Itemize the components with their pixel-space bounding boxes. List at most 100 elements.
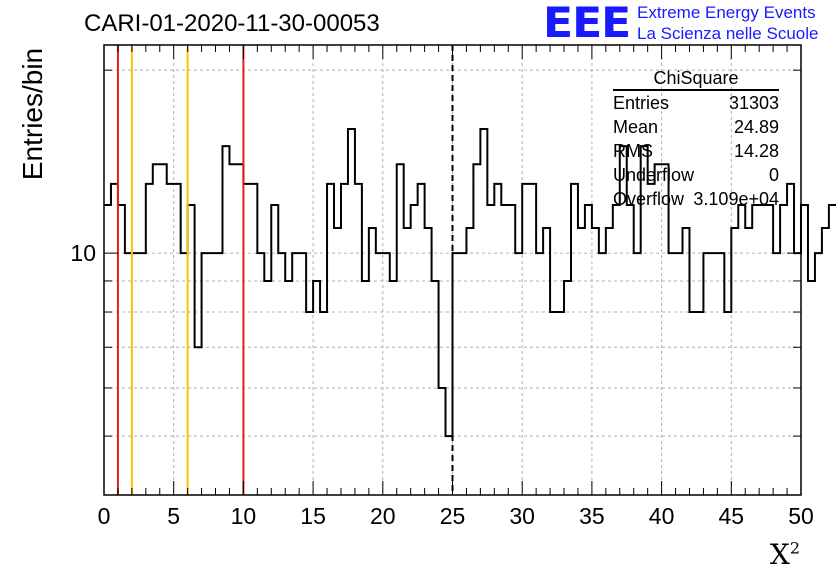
x-tick-label: 45 [719, 503, 745, 529]
histogram-bin [780, 205, 787, 495]
x-tick-label: 15 [300, 503, 326, 529]
reference-lines [116, 45, 454, 495]
histogram-bin [571, 184, 578, 495]
y-tick-label: 10 [70, 240, 96, 266]
x-tick-label: 30 [509, 503, 535, 529]
histogram-bin [243, 184, 250, 495]
x-tick-label: 10 [231, 503, 257, 529]
histogram-bin [592, 228, 599, 495]
histogram-bin [829, 205, 836, 495]
logo-subtitle-1: Extreme Energy Events [637, 3, 816, 22]
histogram-bin [766, 205, 773, 495]
histogram-bin [209, 253, 216, 495]
histogram-bin [425, 228, 432, 495]
histogram-bin [320, 312, 327, 495]
chart-title: CARI-01-2020-11-30-00053 [84, 10, 380, 37]
histogram-bin [446, 436, 453, 495]
stats-row-overflow: Overflow 3.109e+04 [613, 189, 779, 209]
stats-row-rms: RMS 14.28 [613, 141, 779, 161]
histogram-bin [543, 228, 550, 495]
stats-box: ChiSquare Entries 31303 Mean 24.89 RMS 14.2… [613, 67, 779, 211]
x-tick-label: 25 [440, 503, 466, 529]
histogram-bin [662, 164, 669, 495]
histogram-bin [613, 205, 620, 495]
histogram-bin [703, 253, 710, 495]
histogram-bin [181, 253, 188, 495]
histogram-series [104, 128, 836, 495]
stats-row-entries: Entries 31303 [613, 93, 779, 113]
histogram-bin [278, 253, 285, 495]
histogram-bin [418, 184, 425, 495]
histogram-bin [669, 253, 676, 495]
histogram-bin [188, 205, 195, 495]
histogram-bin [710, 253, 717, 495]
histogram-bin [787, 184, 794, 495]
histogram-bin [355, 184, 362, 495]
histogram-bin [153, 164, 160, 495]
histogram-bin [439, 388, 446, 495]
x-tick-label: 5 [167, 503, 180, 529]
histogram-bin [676, 253, 683, 495]
histogram-bin [501, 205, 508, 495]
histogram-bin [696, 312, 703, 495]
x-axis-label: X2 [769, 538, 800, 571]
histogram-bin [404, 228, 411, 495]
histogram-bin [717, 253, 724, 495]
histogram-bin [585, 205, 592, 495]
histogram-bin [202, 253, 209, 495]
histogram-bin [731, 228, 738, 495]
histogram-bin [634, 253, 641, 495]
histogram-bin [376, 253, 383, 495]
histogram-bin [222, 146, 229, 495]
histogram-bin [292, 253, 299, 495]
histogram-bin [529, 184, 536, 495]
histogram-bin [738, 205, 745, 495]
stats-title: ChiSquare [613, 67, 779, 91]
histogram-bin [752, 205, 759, 495]
histogram-bin [487, 205, 494, 495]
histogram-bin [557, 312, 564, 495]
histogram-bin [599, 253, 606, 495]
histogram-bin [815, 253, 822, 495]
histogram-bin [174, 184, 181, 495]
histogram-bin [689, 312, 696, 495]
histogram-bin [515, 253, 522, 495]
histogram-bin [683, 228, 690, 495]
histogram-bin [411, 205, 418, 495]
histogram-bin [759, 205, 766, 495]
histogram-bin [466, 228, 473, 495]
histogram-bin [473, 164, 480, 495]
logo-subtitle-2: La Scienza nelle Scuole [637, 24, 819, 43]
histogram-bin [724, 312, 731, 495]
histogram-bin [236, 164, 243, 495]
histogram-bin [578, 228, 585, 495]
histogram-bin [808, 281, 815, 495]
histogram-bin [271, 205, 278, 495]
x-tick-label: 35 [579, 503, 605, 529]
histogram-bin [160, 164, 167, 495]
histogram-bin [606, 228, 613, 495]
histogram-bin [299, 253, 306, 495]
histogram-bin [146, 184, 153, 495]
histogram-bin [745, 228, 752, 495]
histogram-bin [508, 205, 515, 495]
histogram-bin [104, 205, 111, 495]
histogram-bin [111, 184, 118, 495]
histogram-bin [118, 205, 125, 495]
axes: 0 5 10 15 20 25 30 35 40 45 50 10 [70, 44, 814, 529]
histogram-bin [453, 253, 460, 495]
histogram-line [104, 128, 836, 438]
histogram-bin [369, 228, 376, 495]
histogram-bin [648, 184, 655, 495]
histogram-bin [794, 253, 801, 495]
histogram-bin [306, 312, 313, 495]
stats-row-underflow: Underflow 0 [613, 165, 779, 185]
stats-row-mean: Mean 24.89 [613, 117, 779, 137]
histogram-bin [139, 253, 146, 495]
histogram-bin [229, 164, 236, 495]
histogram-bin [550, 312, 557, 495]
histogram-bin [494, 184, 501, 495]
histogram-bin [536, 253, 543, 495]
y-axis-label: Entries/bin [17, 47, 48, 181]
